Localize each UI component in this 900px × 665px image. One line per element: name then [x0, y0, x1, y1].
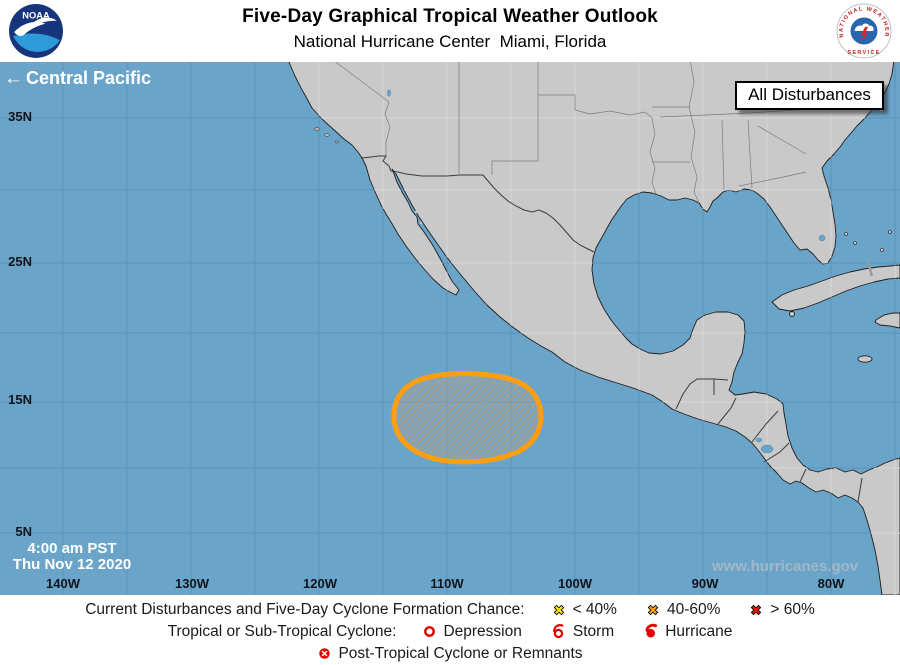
international-borders: [361, 155, 863, 503]
legend-item-label: Post-Tropical Cyclone or Remnants: [338, 644, 583, 662]
jamaica-island: [857, 355, 873, 363]
outlook-map[interactable]: ← Central Pacific All Disturbances 35N 25…: [0, 62, 900, 595]
lon-label-120w: 120W: [303, 576, 337, 591]
legend-item-gt60: > 60%: [748, 600, 815, 619]
central-pacific-link[interactable]: ← Central Pacific: [4, 68, 151, 90]
all-disturbances-button[interactable]: All Disturbances: [735, 81, 884, 110]
legend-item-label: Depression: [443, 622, 522, 640]
lake-nicaragua: [760, 444, 774, 454]
lat-label-5n: 5N: [15, 524, 32, 539]
depression-icon: [424, 626, 436, 637]
issuance-date: Thu Nov 12 2020: [12, 556, 132, 573]
legend-row-formation-chance: Current Disturbances and Five-Day Cyclon…: [0, 599, 900, 620]
x-marker-red-icon: [751, 604, 762, 615]
nws-logo: NATIONAL WEATHER SERVICE: [836, 3, 892, 59]
lake-okeechobee: [818, 234, 826, 242]
page-title: Five-Day Graphical Tropical Weather Outl…: [242, 6, 658, 27]
lat-label-25n: 25N: [8, 254, 32, 269]
land-group: [288, 62, 900, 595]
lake-managua: [755, 437, 763, 443]
lat-label-15n: 15N: [8, 392, 32, 407]
legend-item-label: > 60%: [770, 600, 815, 618]
noaa-logo-text: NOAA: [22, 11, 50, 21]
header-titles: Five-Day Graphical Tropical Weather Outl…: [0, 0, 900, 52]
lon-label-140w: 140W: [46, 576, 80, 591]
legend-item-label: < 40%: [572, 600, 617, 618]
legend-item-label: Storm: [572, 622, 615, 640]
legend-item-label: 40-60%: [666, 600, 721, 618]
legend-item-hurricane: Hurricane: [642, 623, 732, 641]
channel-islands: [313, 127, 340, 144]
state-borders: [335, 62, 823, 204]
legend-item-lt40: < 40%: [551, 601, 617, 619]
central-pacific-label: Central Pacific: [26, 68, 152, 88]
legend-caption: Current Disturbances and Five-Day Cyclon…: [85, 600, 525, 618]
legend: Current Disturbances and Five-Day Cyclon…: [0, 595, 900, 665]
gulf-of-california-islands: [402, 182, 423, 225]
lon-label-80w: 80W: [817, 576, 845, 591]
map-graphics: [0, 62, 900, 595]
legend-item-post-tropical: Post-Tropical Cyclone or Remnants: [317, 644, 583, 663]
storm-icon: [552, 624, 564, 639]
legend-item-depression: Depression: [422, 622, 522, 641]
noaa-logo: NOAA: [9, 4, 63, 58]
legend-item-40-60: 40-60%: [645, 601, 720, 619]
cuba-island: [771, 264, 900, 312]
lakes: [387, 89, 826, 454]
nws-logo-bottom-text: SERVICE: [847, 50, 880, 56]
disturbance-area[interactable]: [391, 371, 544, 465]
legend-caption: Tropical or Sub-Tropical Cyclone:: [167, 622, 397, 640]
hispaniola-island: [874, 312, 900, 329]
post-tropical-icon: [319, 648, 331, 659]
x-marker-orange-icon: [647, 604, 659, 615]
legend-item-storm: Storm: [550, 623, 614, 641]
lon-label-110w: 110W: [430, 576, 464, 591]
issuance-timestamp: 4:00 am PST Thu Nov 12 2020: [2, 541, 142, 573]
north-central-america-landmass: [288, 62, 900, 595]
hurricane-icon: [645, 623, 658, 638]
watermark: www.hurricanes.gov: [712, 558, 859, 575]
lon-label-100w: 100W: [558, 576, 592, 591]
isla-juventud: [789, 311, 795, 317]
legend-row-cyclone-types: Tropical or Sub-Tropical Cyclone: Depres…: [0, 621, 900, 642]
issuance-time: 4:00 am PST: [27, 540, 117, 557]
legend-item-label: Hurricane: [665, 622, 733, 640]
lat-label-35n: 35N: [8, 109, 32, 124]
page-subtitle: National Hurricane Center Miami, Florida: [293, 32, 607, 51]
lon-label-130w: 130W: [175, 576, 209, 591]
legend-row-post-tropical: Post-Tropical Cyclone or Remnants: [0, 643, 900, 664]
lon-label-90w: 90W: [691, 576, 719, 591]
salton-sea: [387, 89, 391, 97]
header: NOAA Five-Day Graphical Tropical Weather…: [0, 0, 900, 62]
left-arrow-icon: ←: [4, 68, 23, 89]
bahamas-islands: [844, 230, 892, 277]
x-marker-yellow-icon: [553, 604, 564, 615]
